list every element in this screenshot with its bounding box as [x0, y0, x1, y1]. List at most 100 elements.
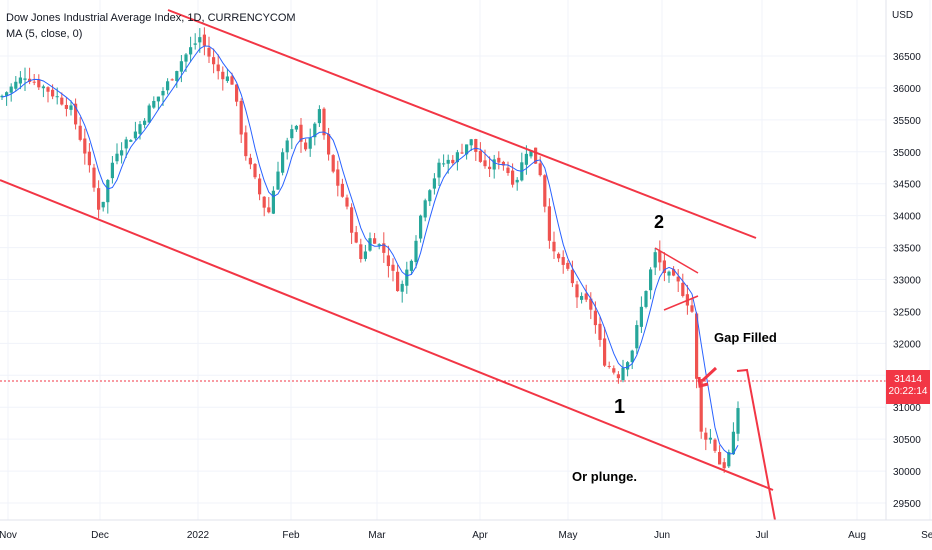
candle-body: [244, 132, 248, 157]
candle-body: [419, 215, 423, 239]
candle-body: [143, 120, 147, 125]
candle-body: [336, 169, 340, 186]
candle-body: [313, 123, 317, 138]
candle-body: [736, 408, 740, 434]
candle-body: [239, 100, 243, 135]
upper-channel-line[interactable]: [167, 9, 757, 239]
candle-body: [101, 201, 105, 208]
candle-body: [230, 76, 234, 85]
candle-body: [575, 284, 579, 298]
candle-body: [580, 295, 584, 300]
wedge-top-line[interactable]: [654, 247, 699, 274]
price-tick-label: 35000: [893, 148, 921, 159]
candle-body: [327, 134, 331, 155]
candle-body: [658, 250, 662, 263]
candle-body: [547, 206, 551, 241]
candle-body: [74, 103, 78, 125]
candle-body: [193, 43, 197, 45]
candle-body: [248, 157, 252, 165]
price-axis[interactable]: 36500 36000 35500 35000 34500 34000 33500 33000…: [893, 52, 921, 510]
candle-body: [161, 90, 165, 96]
candle-body: [267, 207, 271, 213]
candle-body: [727, 452, 731, 467]
candle-body: [32, 81, 36, 83]
candle-body: [156, 96, 160, 102]
wedge-bottom-line[interactable]: [663, 295, 699, 311]
candle-body: [41, 86, 45, 89]
candle-body: [423, 200, 427, 218]
candle-body: [106, 180, 110, 203]
candle-body: [405, 269, 409, 286]
candle-body: [501, 161, 505, 166]
candle-body: [621, 367, 625, 381]
candle-body: [639, 306, 643, 327]
candle-body: [529, 150, 533, 157]
candle-body: [83, 138, 87, 154]
candle-body: [92, 167, 96, 188]
candle-body: [271, 190, 275, 214]
candle-body: [189, 47, 193, 55]
candle-body: [170, 79, 174, 81]
candle-body: [382, 243, 386, 253]
candle-body: [704, 432, 708, 440]
gap-arrow[interactable]: [700, 366, 718, 383]
candle-body: [87, 151, 91, 166]
candle-body: [442, 163, 446, 165]
candle-body: [51, 89, 55, 97]
indicator-label: MA (5, close, 0): [6, 28, 83, 40]
candle-body: [603, 338, 607, 366]
candle-body: [699, 381, 703, 432]
candle-body: [653, 252, 657, 268]
candle-body: [446, 159, 450, 164]
candle-body: [543, 175, 547, 207]
price-tick-label: 29500: [893, 499, 921, 510]
candle-body: [386, 255, 390, 267]
candle-body: [437, 162, 441, 178]
candle-body: [593, 310, 597, 326]
candle-body: [120, 150, 124, 156]
candles: [0, 27, 740, 473]
candle-body: [322, 108, 326, 136]
candle-body: [166, 81, 170, 91]
candle-body: [359, 244, 363, 260]
candle-body: [488, 166, 492, 170]
candle-body: [23, 78, 27, 80]
time-tick-label: 2022: [187, 530, 210, 541]
candle-body: [64, 104, 68, 109]
candle-body: [409, 260, 413, 271]
time-tick-label: Mar: [368, 530, 386, 541]
candle-body: [354, 232, 358, 243]
candle-body: [630, 350, 634, 363]
candle-body: [731, 431, 735, 455]
candle-body: [147, 105, 151, 123]
candle-body: [110, 162, 114, 179]
time-axis[interactable]: Nov Dec 2022 Feb Mar Apr May Jun Jul Aug Sep: [0, 530, 932, 541]
candle-body: [221, 71, 225, 80]
price-tick-label: 32000: [893, 339, 921, 350]
candle-body: [37, 79, 41, 88]
candle-body: [207, 47, 211, 57]
candle-body: [497, 157, 501, 163]
plunge-projection-line[interactable]: [736, 368, 776, 521]
candle-body: [635, 325, 639, 349]
candle-body: [708, 437, 712, 440]
candle-body: [294, 125, 298, 130]
candle-body: [212, 57, 216, 65]
candle-body: [396, 271, 400, 292]
candle-body: [428, 190, 432, 202]
gap-arrow-head: [697, 376, 709, 388]
candle-body: [290, 129, 294, 139]
candle-body: [0, 95, 4, 98]
lower-channel-line[interactable]: [0, 179, 774, 491]
candle-body: [124, 139, 128, 149]
candle-body: [474, 139, 478, 152]
candle-body: [483, 160, 487, 167]
price-tick-label: 30000: [893, 467, 921, 478]
candle-body: [258, 178, 262, 195]
time-tick-label: Sep: [921, 530, 932, 541]
candle-body: [235, 84, 239, 102]
ma-line: [1, 45, 739, 455]
time-tick-label: Jun: [654, 530, 670, 541]
candle-body: [681, 282, 685, 296]
